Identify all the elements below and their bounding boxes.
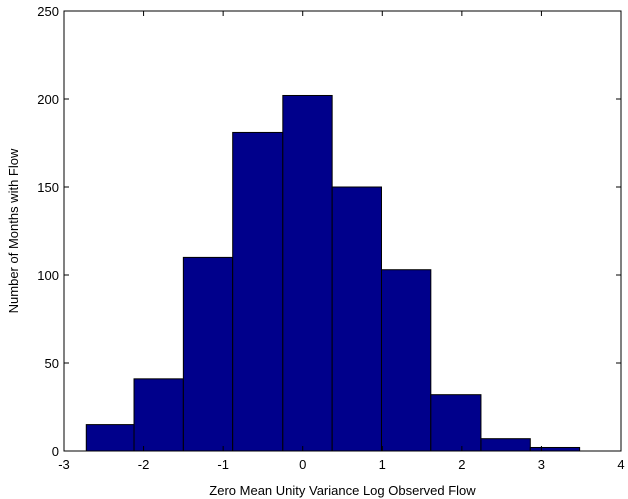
histogram-bar — [380, 269, 432, 452]
x-tick-label: 4 — [617, 457, 624, 472]
y-tick-label: 0 — [52, 444, 59, 459]
histogram-bar — [331, 186, 382, 452]
y-tick-label: 100 — [37, 268, 59, 283]
x-tick-label: -1 — [217, 457, 229, 472]
x-tick-label: 1 — [379, 457, 386, 472]
y-tick-label: 250 — [37, 4, 59, 19]
histogram-bar — [133, 378, 184, 452]
ticks-group: -3 -2 -1 0 1 2 3 4 0 50 100 150 200 250 — [37, 4, 624, 472]
y-tick-label: 200 — [37, 92, 59, 107]
x-tick-label: 3 — [538, 457, 545, 472]
histogram-bar — [529, 446, 581, 452]
y-tick-label: 150 — [37, 180, 59, 195]
histogram-bar — [430, 394, 482, 452]
histogram-bar — [232, 131, 284, 452]
x-tick-label: 0 — [299, 457, 306, 472]
y-axis-title: Number of Months with Flow — [6, 148, 21, 313]
bars-group — [85, 94, 581, 452]
histogram-bar — [85, 424, 135, 452]
x-tick-label: 2 — [458, 457, 465, 472]
x-axis-title: Zero Mean Unity Variance Log Observed Fl… — [209, 483, 476, 498]
plot-frame — [63, 10, 622, 452]
histogram-bar — [282, 94, 333, 452]
y-tick-label: 50 — [45, 356, 59, 371]
x-tick-label: -3 — [58, 457, 70, 472]
x-tick-label: -2 — [138, 457, 150, 472]
histogram-bar — [182, 256, 234, 452]
histogram-bar — [480, 438, 531, 452]
